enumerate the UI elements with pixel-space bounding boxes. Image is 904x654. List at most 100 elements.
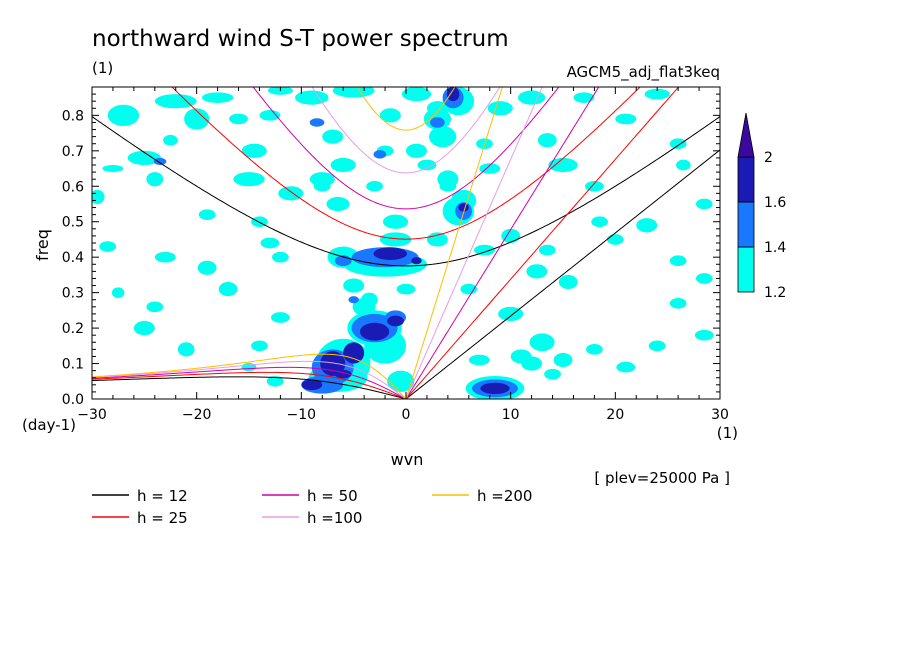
contour-patch-1.4: [153, 157, 167, 165]
unit-label: (1): [92, 59, 113, 77]
contour-patch-1.2: [233, 172, 265, 187]
kelvin-curve-h200: [405, 87, 503, 399]
x-tick-label: 0: [402, 407, 411, 423]
contour-patch-1.2: [343, 278, 365, 293]
contour-patch-1.2: [201, 92, 234, 103]
contour-patch-1.2: [396, 283, 416, 295]
contour-patch-1.2: [330, 157, 356, 173]
contour-patch-1.2: [426, 232, 448, 247]
legend-label: h = 25: [137, 509, 188, 527]
contour-patch-1.2: [558, 274, 578, 290]
legend-label: h =100: [307, 509, 362, 527]
contour-patch-1.2: [437, 170, 459, 189]
contour-patch-1.2: [260, 237, 280, 249]
contour-patch-1.2: [309, 172, 335, 187]
contour-patch-1.2: [401, 87, 432, 102]
legend-label: h =200: [477, 487, 532, 505]
contour-patch-1.2: [146, 301, 164, 313]
rossby-curve-h50: [92, 366, 407, 399]
contour-patch-1.2: [616, 361, 636, 373]
contour-patch-1.2: [669, 138, 687, 150]
contour-patch-1.2: [695, 198, 713, 210]
y-tick-label: 0.2: [62, 321, 84, 337]
colorbar-label: 1.4: [764, 240, 786, 256]
x-tick-label: 30: [711, 407, 729, 423]
contour-patch-1.2: [606, 234, 624, 245]
contour-patch-1.4: [348, 296, 359, 304]
contour-patch-1.4: [373, 150, 387, 159]
legend: h = 12 h = 25 h = 50 h =100 h =200: [92, 487, 532, 527]
colorbar-segment: [737, 201, 755, 248]
rossby-curve-h200: [92, 353, 407, 399]
contour-patch-1.6: [343, 342, 365, 364]
contour-patch-1.2: [272, 251, 289, 263]
ig-curve-h50: [252, 87, 560, 210]
contour-patch-1.2: [669, 297, 687, 309]
colorbar-segment: [737, 246, 755, 293]
contour-patch-1.2: [694, 329, 714, 341]
contour-patch-1.6: [373, 247, 408, 261]
rossby-curve-h100: [92, 360, 407, 399]
contour-patch-1.2: [537, 133, 557, 148]
y-tick-label: 0.4: [62, 250, 84, 266]
contour-patch-1.6: [387, 315, 404, 327]
y-tick-label: 0.0: [62, 392, 84, 408]
contour-patch-1.6: [458, 203, 469, 212]
y-tick-label: 0.6: [62, 179, 84, 195]
x-tick-label: −20: [182, 407, 212, 423]
contour-patch-1.2: [379, 232, 412, 247]
contour-patch-1.2: [177, 342, 195, 357]
kelvin-curve-h25: [405, 87, 680, 399]
contour-patch-1.2: [487, 101, 513, 116]
contour-patch-1.2: [544, 368, 561, 380]
contour-fill-layer: [92, 87, 714, 399]
contour-patch-1.2: [553, 352, 573, 368]
colorbar-label: 1.2: [764, 285, 786, 301]
contour-patch-1.2: [406, 143, 427, 158]
x-axis-label: wvn: [391, 450, 424, 469]
contour-patch-1.2: [468, 354, 490, 366]
contour-patch-1.2: [259, 110, 281, 121]
kelvin-curve-h100: [405, 87, 543, 399]
y-axis-label: freq: [33, 229, 52, 261]
contour-patch-1.2: [526, 264, 548, 279]
legend-label: h = 50: [307, 487, 358, 505]
rossby-curve-h25: [92, 371, 407, 399]
rossby-curve-h12: [92, 376, 407, 399]
contour-patch-1.2: [517, 90, 546, 105]
contour-patch-1.4: [430, 117, 445, 128]
plev-label: [ plev=25000 Pa ]: [594, 469, 730, 487]
contour-patch-1.2: [241, 143, 267, 158]
contour-patch-1.2: [648, 340, 666, 352]
contour-patch-1.2: [154, 251, 176, 263]
contour-patch-1.6: [359, 322, 390, 341]
colorbar-segment: [737, 156, 755, 203]
contour-patch-1.2: [529, 333, 555, 352]
contour-patch-1.2: [501, 228, 521, 243]
y-tick-label: 0.8: [62, 108, 84, 124]
contour-patch-1.2: [218, 282, 238, 297]
contour-patch-1.2: [379, 108, 401, 123]
contour-patch-1.2: [251, 340, 268, 352]
contour-patch-1.2: [107, 104, 140, 127]
contour-patch-1.2: [669, 255, 687, 267]
contour-patch-1.2: [184, 108, 210, 130]
contour-patch-1.2: [332, 87, 375, 98]
plot-area: −30 −20 −10 0 10 20 30 0.0 0.1 0.2 0.3 0.4 0.5 0.6 0.7…: [62, 86, 729, 423]
colorbar-label: 1.6: [764, 195, 786, 211]
contour-patch-1.2: [591, 216, 609, 228]
contour-patch-1.6: [301, 379, 323, 391]
contour-patch-1.2: [133, 321, 155, 336]
ig-curve-h25: [171, 87, 641, 240]
contour-patch-1.2: [326, 196, 350, 212]
contour-patch-1.2: [474, 244, 495, 256]
contour-patch-1.6: [411, 257, 422, 265]
kelvin-curve-h50: [405, 87, 600, 399]
contour-patch-1.2: [382, 214, 409, 229]
contour-patch-1.2: [460, 283, 478, 295]
y-axis-unit: (day-1): [22, 416, 76, 434]
x-tick-label: 20: [606, 407, 624, 423]
contour-patch-1.2: [295, 90, 329, 105]
y-tick-label: 0.3: [62, 286, 84, 302]
